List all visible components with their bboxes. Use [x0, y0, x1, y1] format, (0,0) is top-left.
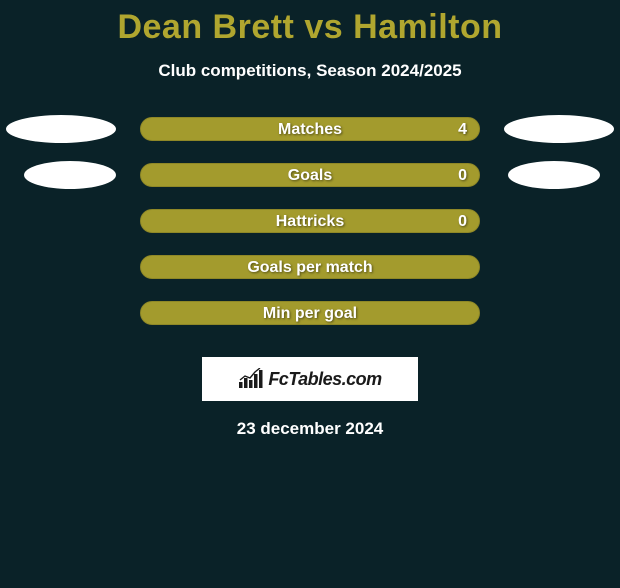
logo-box: FcTables.com — [202, 357, 418, 401]
stat-row-hattricks: Hattricks 0 — [0, 205, 620, 251]
stat-bar: Hattricks 0 — [140, 209, 480, 233]
right-value-ellipse — [504, 115, 614, 143]
stat-row-min-per-goal: Min per goal — [0, 297, 620, 343]
stat-label: Goals per match — [141, 259, 479, 277]
stat-bar: Goals 0 — [140, 163, 480, 187]
left-value-ellipse — [6, 115, 116, 143]
logo-text: FcTables.com — [268, 369, 381, 390]
stat-label: Matches — [141, 121, 479, 139]
stat-row-matches: Matches 4 — [0, 113, 620, 159]
stat-value: 0 — [458, 213, 467, 231]
stat-label: Min per goal — [141, 305, 479, 323]
bar-chart-icon — [238, 368, 264, 390]
stat-bar: Min per goal — [140, 301, 480, 325]
stat-value: 0 — [458, 167, 467, 185]
date-text: 23 december 2024 — [0, 419, 620, 439]
stat-bar: Goals per match — [140, 255, 480, 279]
stat-label: Hattricks — [141, 213, 479, 231]
stat-row-goals-per-match: Goals per match — [0, 251, 620, 297]
left-value-ellipse — [24, 161, 116, 189]
page-title: Dean Brett vs Hamilton — [0, 8, 620, 47]
stat-rows: Matches 4 Goals 0 Hattricks 0 Goals per … — [0, 113, 620, 343]
stat-value: 4 — [458, 121, 467, 139]
stat-label: Goals — [141, 167, 479, 185]
right-value-ellipse — [508, 161, 600, 189]
subtitle: Club competitions, Season 2024/2025 — [0, 61, 620, 81]
stat-bar: Matches 4 — [140, 117, 480, 141]
stat-row-goals: Goals 0 — [0, 159, 620, 205]
